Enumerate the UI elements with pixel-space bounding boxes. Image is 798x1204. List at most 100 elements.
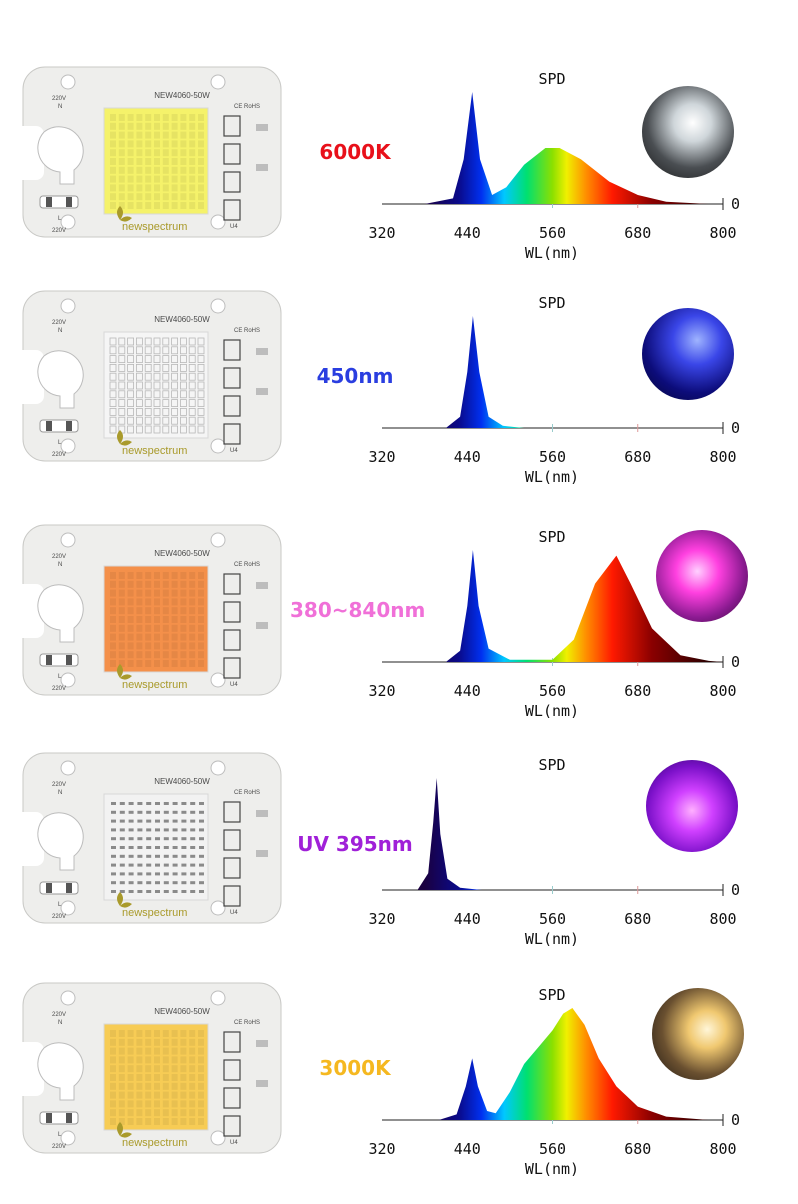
driver-pad (223, 857, 241, 879)
spectrum-label: UV 395nm (297, 832, 413, 856)
x-axis-label: WL(nm) (525, 468, 579, 486)
mount-hole (60, 900, 76, 916)
driver-pad (223, 339, 241, 361)
spd-baseline-label: 0 (731, 419, 740, 437)
spd-baseline-label: 0 (731, 881, 740, 899)
driver-pad (223, 629, 241, 651)
brand-leaf-icon (117, 892, 132, 908)
x-tick-label: 320 (368, 448, 395, 466)
mount-hole (60, 990, 76, 1006)
mount-hole (210, 298, 226, 314)
brand-name: newspectrum (122, 907, 187, 919)
x-tick-label: 560 (539, 1140, 566, 1158)
x-tick-label: 680 (624, 1140, 651, 1158)
spectrum-row-3000k: NEW4060-50W CE RoHS 220V N L 220V U4 newspectru… (0, 974, 798, 1204)
spd-baseline-label: 0 (731, 653, 740, 671)
board-voltage: 220V (52, 1012, 66, 1018)
led-chip (103, 107, 209, 215)
x-tick-label: 440 (454, 682, 481, 700)
board-voltage-line: N (58, 104, 62, 110)
cob-led-board: NEW4060-50W CE RoHS 220V N L 220V U4 newspectru… (6, 290, 282, 462)
rectifier (39, 195, 79, 209)
mount-hole (60, 672, 76, 688)
demo-photo (652, 988, 744, 1080)
x-tick-label: 560 (539, 224, 566, 242)
cob-led-board: NEW4060-50W CE RoHS 220V N L 220V U4 newspectru… (6, 524, 282, 696)
board-voltage-bottom: 220V (52, 452, 66, 458)
spectrum-label: 6000K (319, 140, 391, 164)
board-model: NEW4060-50W (154, 549, 210, 558)
driver-pad (223, 573, 241, 595)
x-tick-label: 440 (454, 448, 481, 466)
spd-baseline-label: 0 (731, 1111, 740, 1129)
spectrum-row-uv: NEW4060-50W CE RoHS 220V N L 220V U4 newspectru… (0, 744, 798, 974)
driver-pad (223, 657, 241, 679)
x-tick-label: 560 (539, 448, 566, 466)
x-tick-label: 320 (368, 224, 395, 242)
rectifier (39, 1111, 79, 1125)
driver-pad (223, 1059, 241, 1081)
board-voltage-line: N (58, 562, 62, 568)
driver-pad (223, 143, 241, 165)
mount-hole (60, 438, 76, 454)
demo-photo (646, 760, 738, 852)
rectifier (39, 653, 79, 667)
board-voltage-bottom: 220V (52, 228, 66, 234)
x-tick-label: 560 (539, 682, 566, 700)
driver-pad (223, 1031, 241, 1053)
board-ic-mark: U4 (230, 224, 238, 230)
spd-series-3000K (438, 1008, 709, 1120)
led-chip (103, 565, 209, 673)
board-model: NEW4060-50W (154, 91, 210, 100)
board-cert: CE RoHS (234, 562, 260, 568)
board-ic-mark: U4 (230, 448, 238, 454)
board-voltage-line: N (58, 1020, 62, 1026)
mount-hole (60, 214, 76, 230)
x-tick-label: 320 (368, 910, 395, 928)
spd-series-6000K (424, 92, 709, 204)
x-tick-label: 440 (454, 910, 481, 928)
spectrum-row-6000k: NEW4060-50W CE RoHS 220V N L 220V U4 newspectru… (0, 58, 798, 288)
capacitor (37, 350, 84, 409)
board-model: NEW4060-50W (154, 315, 210, 324)
board-line-mark: L (58, 440, 62, 446)
rectifier (39, 881, 79, 895)
x-tick-label: 440 (454, 224, 481, 242)
spectrum-label: 450nm (316, 364, 394, 388)
cob-led-board: NEW4060-50W CE RoHS 220V N L 220V U4 newspectru… (6, 752, 282, 924)
driver-pad (223, 1087, 241, 1109)
x-axis-label: WL(nm) (525, 930, 579, 948)
led-chip (103, 1023, 209, 1131)
spectrum-label: 380~840nm (290, 598, 426, 622)
brand-leaf-icon (117, 430, 132, 446)
board-line-mark: L (58, 674, 62, 680)
mount-hole (60, 760, 76, 776)
mount-hole (60, 298, 76, 314)
spd-title: SPD (538, 756, 565, 774)
brand-name: newspectrum (122, 445, 187, 457)
spd-chart: SPD 0 320 440 560 680 800 WL(nm) (368, 756, 740, 948)
cob-led-board: NEW4060-50W CE RoHS 220V N L 220V U4 newspectru… (6, 66, 282, 238)
capacitor (37, 126, 84, 185)
brand-leaf-icon (117, 664, 132, 680)
x-tick-label: 680 (624, 224, 651, 242)
spd-title: SPD (538, 528, 565, 546)
capacitor (37, 812, 84, 871)
board-cert: CE RoHS (234, 104, 260, 110)
x-tick-label: 680 (624, 448, 651, 466)
x-tick-label: 680 (624, 682, 651, 700)
mount-hole (210, 900, 226, 916)
mount-hole (210, 532, 226, 548)
mount-hole (60, 532, 76, 548)
x-tick-label: 320 (368, 1140, 395, 1158)
spd-chart: SPD 0 320 440 560 680 800 WL(nm) (368, 294, 740, 486)
board-voltage: 220V (52, 96, 66, 102)
board-ic-mark: U4 (230, 910, 238, 916)
board-voltage-line: N (58, 328, 62, 334)
mount-hole (60, 74, 76, 90)
spd-title: SPD (538, 70, 565, 88)
mount-hole (210, 672, 226, 688)
x-tick-label: 560 (539, 910, 566, 928)
x-tick-label: 800 (709, 1140, 736, 1158)
driver-pad (223, 395, 241, 417)
